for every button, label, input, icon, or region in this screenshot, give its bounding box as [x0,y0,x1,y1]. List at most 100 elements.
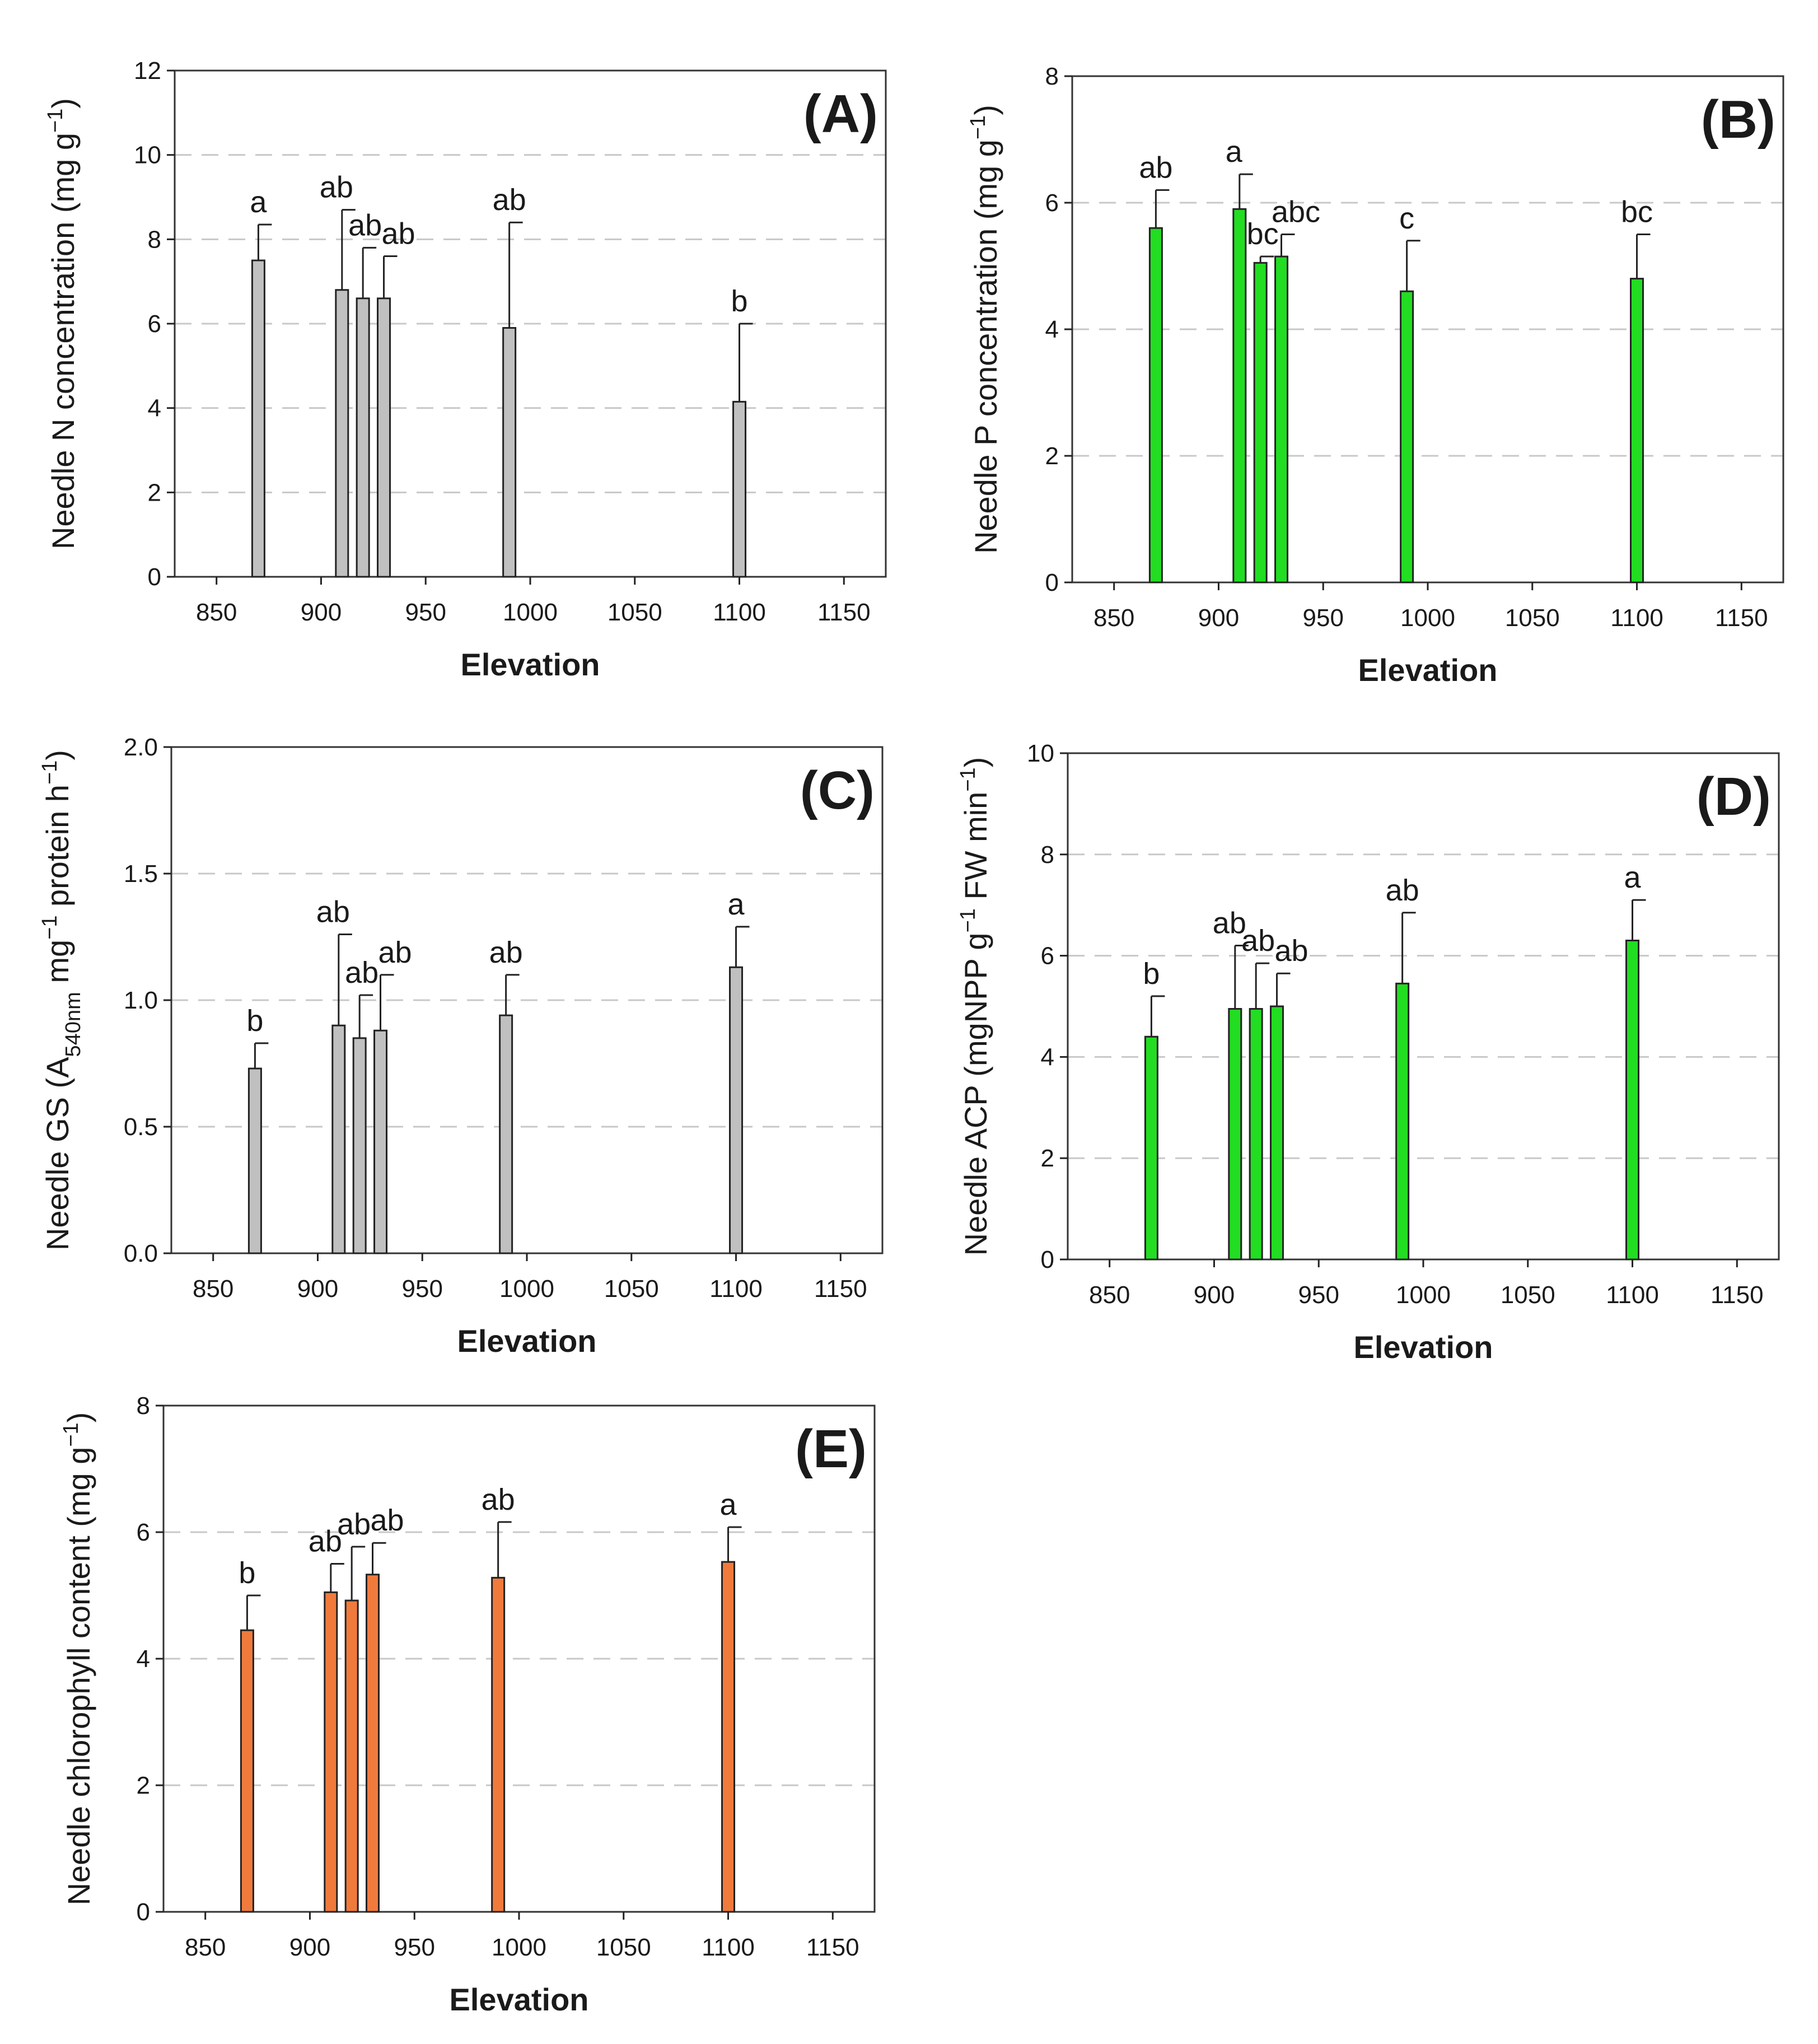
x-tick-label: 850 [185,1934,226,1961]
x-axis-label: Elevation [450,1982,589,2017]
y-tick-label: 6 [1041,942,1054,970]
significance-letter: ab [309,1525,342,1558]
x-tick-label: 1050 [607,599,662,626]
x-tick-label: 950 [405,599,446,626]
y-tick-label: 8 [1041,841,1054,869]
y-axis-label-part: −1 [59,1422,83,1446]
x-tick-label: 950 [402,1275,443,1303]
y-tick-label: 12 [134,57,161,85]
y-tick-label: 1.5 [124,860,158,888]
significance-letter: ab [1139,151,1172,184]
x-axis-label: Elevation [461,647,600,682]
bar [491,1576,506,1913]
significance-letter: ab [493,183,526,217]
bar [502,327,517,578]
chart-panel-c: 0.0 0.5 1.0 1.5 2.0 850 900 950 1000 1050 1100 1150… [38,734,884,1359]
y-axis-label-part: −1 [956,908,980,932]
bar [729,966,744,1254]
y-axis-label-part: −1 [44,109,67,133]
y-tick-label: 2 [1041,1145,1054,1172]
y-tick-label: 1.0 [124,987,158,1014]
plot-frame [1067,752,1780,1261]
significance-letter: ab [370,1504,404,1537]
significance-letter: b [239,1556,255,1590]
x-tick-label: 1050 [1505,604,1560,632]
x-tick-label: 850 [1089,1281,1130,1309]
y-tick-label: 2 [137,1772,150,1799]
x-tick-label: 850 [196,599,237,626]
significance-letter: a [720,1488,737,1522]
x-tick-label: 950 [394,1934,435,1961]
y-axis-label-part: ) [968,105,1003,115]
x-axis-label: Elevation [1354,1329,1493,1365]
y-tick-label: 0 [137,1898,150,1926]
significance-letter: ab [489,936,523,969]
y-axis-label-part: −1 [38,916,62,940]
x-tick-label: 850 [193,1275,233,1303]
y-tick-label: 4 [148,395,161,422]
y-tick-label: 0 [148,563,161,591]
x-tick-label: 1100 [1606,1281,1659,1309]
significance-letter: b [1143,957,1160,991]
significance-letter: a [728,888,745,921]
bar [251,259,265,578]
y-axis-label-part: −1 [38,760,62,785]
x-tick-label: 900 [297,1275,338,1303]
x-tick-label: 1000 [499,1275,554,1303]
x-tick-label: 950 [1303,604,1344,632]
x-tick-label: 900 [1194,1281,1235,1309]
bar [1270,1005,1284,1261]
x-tick-label: 900 [301,599,342,626]
x-tick-label: 1000 [1396,1281,1451,1309]
y-tick-label: 2 [148,479,161,506]
x-tick-label: 850 [1093,604,1134,632]
bar [721,1561,736,1913]
y-axis-label-part: Needle N concentration (mg g [45,133,81,549]
bar [1249,1008,1263,1261]
y-axis-label-part: ) [958,757,993,768]
y-tick-label: 10 [1027,740,1054,767]
bar [366,1574,380,1913]
significance-letter: ab [337,1508,371,1541]
bar [499,1014,513,1254]
significance-letter: ab [320,171,353,204]
y-tick-label: 0.0 [124,1240,158,1267]
significance-letter: ab [1386,874,1419,907]
significance-letter: ab [348,208,382,242]
y-tick-label: 0 [1041,1246,1054,1273]
y-tick-label: 6 [1045,189,1059,217]
y-axis-label: Needle N concentration (mg g−1) [44,98,81,549]
significance-letter: a [250,185,267,219]
bar [344,1599,359,1913]
bar [1395,982,1410,1261]
significance-letter: ab [1213,907,1246,940]
x-tick-label: 1150 [1715,604,1768,632]
significance-letter: ab [1241,924,1275,958]
x-tick-label: 1050 [596,1934,651,1961]
y-axis-label-part: Needle chlorophyll content (mg g [61,1447,96,1906]
significance-letter: a [1226,135,1243,169]
y-tick-label: 0 [1045,569,1059,596]
bar [1253,262,1268,584]
bar [352,1037,367,1254]
y-axis-label: Needle GS (A540nm mg−1 protein h−1) [38,750,85,1250]
y-axis-label-part: ) [40,750,75,760]
y-tick-label: 6 [148,310,161,338]
bar [1144,1035,1158,1261]
x-tick-label: 1100 [1610,604,1663,632]
panel-label: (A) [803,84,878,144]
x-tick-label: 1100 [709,1275,763,1303]
bar [732,400,747,578]
x-tick-label: 1100 [702,1934,755,1961]
panel-label: (C) [800,760,875,820]
y-axis-label-part: FW min [958,792,993,908]
significance-letter: ab [316,895,350,928]
x-tick-label: 1050 [604,1275,659,1303]
bar [1400,290,1414,584]
x-tick-label: 1150 [1710,1281,1764,1309]
x-tick-label: 1000 [492,1934,546,1961]
y-tick-label: 8 [137,1392,150,1420]
